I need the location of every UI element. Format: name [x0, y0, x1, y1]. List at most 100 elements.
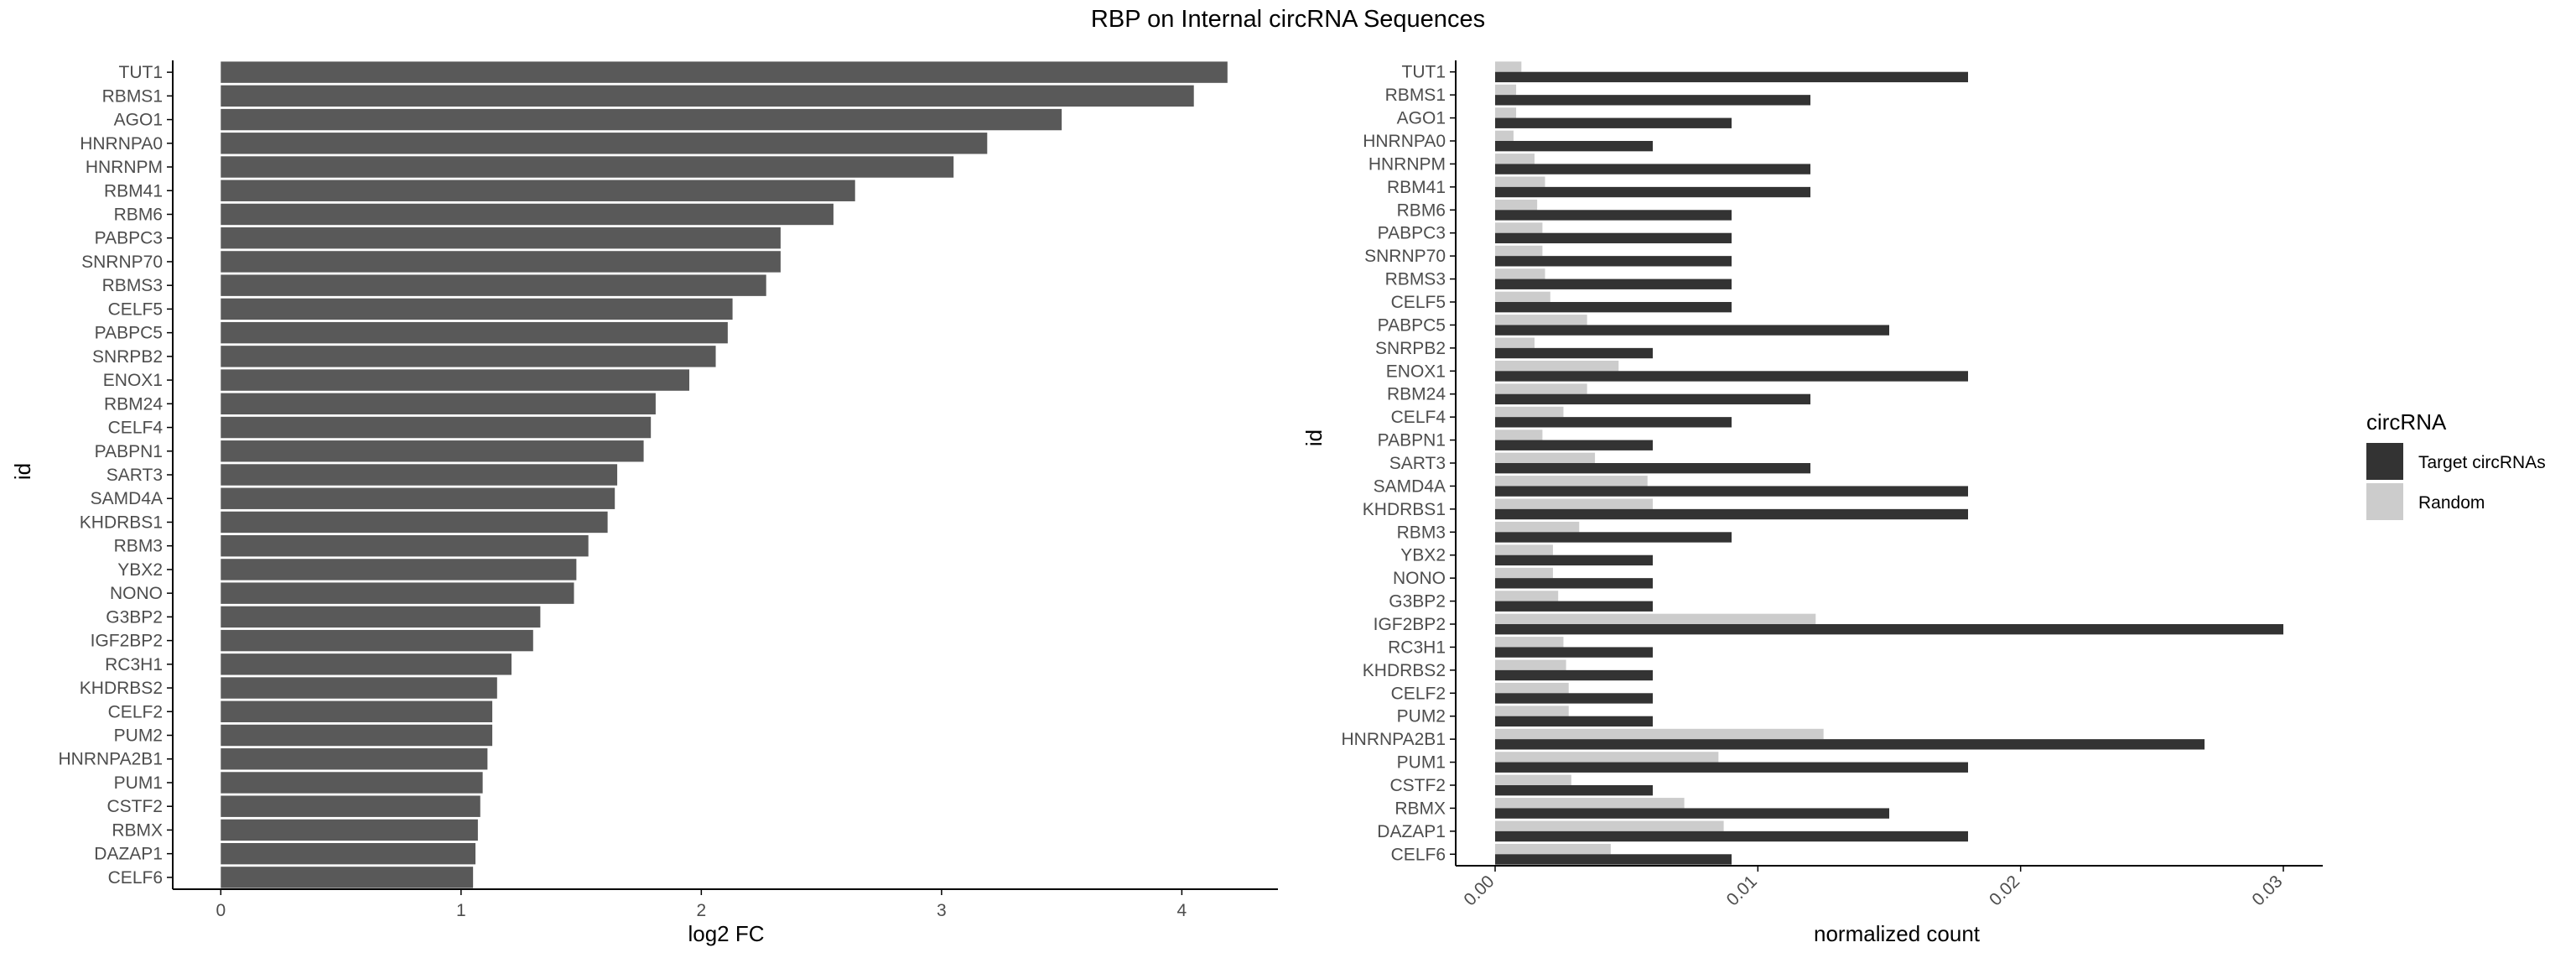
target-bar-ybx2	[1495, 554, 1653, 566]
left-y-label-celf2: CELF2	[108, 702, 163, 721]
log2fc-bar-igf2bp2	[221, 629, 533, 652]
target-bar-rbms1	[1495, 95, 1810, 106]
random-bar-sart3	[1495, 452, 1596, 463]
log2fc-bar-g3bp2	[221, 606, 541, 628]
random-bar-hnrnpm	[1495, 154, 1535, 164]
right-y-label-samd4a: SAMD4A	[1374, 476, 1446, 496]
right-y-label-rbms3: RBMS3	[1385, 270, 1446, 289]
left-y-label-ago1: AGO1	[114, 111, 163, 130]
log2fc-bar-enox1	[221, 369, 690, 391]
target-bar-snrnp70	[1495, 256, 1732, 267]
log2fc-bar-dazap1	[221, 842, 476, 865]
target-bar-nono	[1495, 578, 1653, 589]
right-x-label-0-01: 0.01	[1723, 872, 1761, 909]
random-bar-khdrbs1	[1495, 498, 1653, 509]
random-bar-rbms3	[1495, 268, 1545, 279]
right-y-label-pabpc5: PABPC5	[1378, 315, 1446, 335]
left-y-label-rbm3: RBM3	[114, 537, 163, 556]
legend-label-random: Random	[2418, 493, 2485, 513]
right-x-label-0-03: 0.03	[2248, 872, 2286, 909]
right-y-label-celf4: CELF4	[1391, 408, 1446, 427]
log2fc-bar-pum1	[221, 772, 483, 794]
target-bar-khdrbs1	[1495, 508, 1968, 520]
log2fc-bar-pabpc5	[221, 321, 728, 344]
left-y-label-pum2: PUM2	[114, 726, 163, 746]
left-x-label-1: 1	[456, 901, 466, 920]
right-y-label-rbm6: RBM6	[1397, 200, 1446, 220]
left-y-label-pabpc3: PABPC3	[95, 229, 163, 248]
left-y-label-snrpb2: SNRPB2	[92, 347, 163, 367]
left-y-label-hnrnpa2b1: HNRNPA2B1	[59, 750, 163, 769]
right-y-label-snrnp70: SNRNP70	[1364, 247, 1446, 266]
left-y-label-pabpc5: PABPC5	[95, 324, 163, 343]
random-bar-dazap1	[1495, 820, 1724, 831]
right-x-axis-title: normalized count	[1814, 921, 1981, 946]
left-y-label-ybx2: YBX2	[117, 560, 163, 580]
right-y-label-nono: NONO	[1393, 569, 1446, 588]
log2fc-bar-rbm41	[221, 180, 855, 201]
random-bar-khdrbs2	[1495, 659, 1566, 670]
left-y-label-enox1: ENOX1	[103, 371, 163, 390]
target-bar-snrpb2	[1495, 347, 1653, 359]
target-bar-sart3	[1495, 463, 1810, 474]
target-bar-hnrnpa0	[1495, 141, 1653, 152]
log2fc-panel: TUT1 RBMS1 AGO1 HNRNPA0 HNRNPM RBM41 RBM6 PABPC…	[59, 60, 1278, 920]
log2fc-bar-rc3h1	[221, 653, 512, 675]
log2fc-bar-hnrnpm	[221, 156, 954, 178]
target-bar-rc3h1	[1495, 647, 1653, 658]
target-bar-celf2	[1495, 693, 1653, 704]
log2fc-bar-tut1	[221, 61, 1228, 83]
log2fc-bar-rbm6	[221, 203, 834, 226]
target-bar-rbm24	[1495, 393, 1810, 405]
right-y-label-rbm41: RBM41	[1387, 178, 1446, 197]
log2fc-bar-samd4a	[221, 487, 615, 509]
random-bar-snrnp70	[1495, 245, 1543, 257]
right-y-label-khdrbs2: KHDRBS2	[1363, 661, 1446, 680]
random-bar-rbm6	[1495, 199, 1538, 211]
right-y-label-celf5: CELF5	[1391, 293, 1446, 312]
target-bar-rbms3	[1495, 279, 1732, 289]
target-bar-enox1	[1495, 371, 1968, 382]
random-bar-celf2	[1495, 682, 1569, 694]
legend-swatch-target	[2366, 443, 2403, 480]
target-bar-tut1	[1495, 71, 1968, 83]
log2fc-bar-nono	[221, 582, 574, 604]
random-bar-rbmx	[1495, 798, 1685, 809]
random-bar-tut1	[1495, 61, 1522, 72]
random-bar-samd4a	[1495, 476, 1648, 487]
target-bar-pabpc3	[1495, 232, 1732, 244]
random-bar-celf4	[1495, 406, 1564, 418]
random-bar-pabpc5	[1495, 315, 1587, 325]
log2fc-bar-celf2	[221, 700, 493, 722]
left-y-label-celf6: CELF6	[108, 868, 163, 888]
left-x-label-2: 2	[697, 901, 707, 920]
log2fc-bar-pum2	[221, 724, 493, 747]
random-bar-g3bp2	[1495, 591, 1559, 601]
right-y-label-rbm3: RBM3	[1397, 523, 1446, 542]
legend-swatch-random	[2366, 483, 2403, 520]
random-bar-rbm3	[1495, 521, 1580, 533]
right-y-label-rbms1: RBMS1	[1385, 86, 1446, 105]
target-bar-rbm6	[1495, 210, 1732, 221]
left-y-label-rc3h1: RC3H1	[105, 655, 163, 674]
target-bar-celf6	[1495, 854, 1732, 865]
right-y-axis-title: id	[1301, 430, 1327, 446]
random-bar-rc3h1	[1495, 637, 1564, 648]
right-y-label-enox1: ENOX1	[1386, 362, 1446, 381]
right-y-label-pum2: PUM2	[1397, 707, 1446, 726]
log2fc-bar-hnrnpa2b1	[221, 748, 488, 770]
target-bar-rbm3	[1495, 532, 1732, 543]
log2fc-bar-celf6	[221, 867, 474, 888]
random-bar-rbm24	[1495, 383, 1587, 394]
random-bar-igf2bp2	[1495, 613, 1816, 624]
right-y-label-rbm24: RBM24	[1387, 385, 1446, 404]
chart-title: RBP on Internal circRNA Sequences	[1091, 6, 1485, 33]
left-y-label-samd4a: SAMD4A	[91, 489, 163, 508]
random-bar-cstf2	[1495, 774, 1571, 785]
legend-title: circRNA	[2366, 409, 2447, 435]
right-y-label-rc3h1: RC3H1	[1388, 638, 1446, 657]
left-y-label-nono: NONO	[110, 584, 163, 603]
target-bar-g3bp2	[1495, 601, 1653, 612]
left-y-label-khdrbs1: KHDRBS1	[80, 513, 163, 532]
random-bar-snrpb2	[1495, 337, 1535, 348]
